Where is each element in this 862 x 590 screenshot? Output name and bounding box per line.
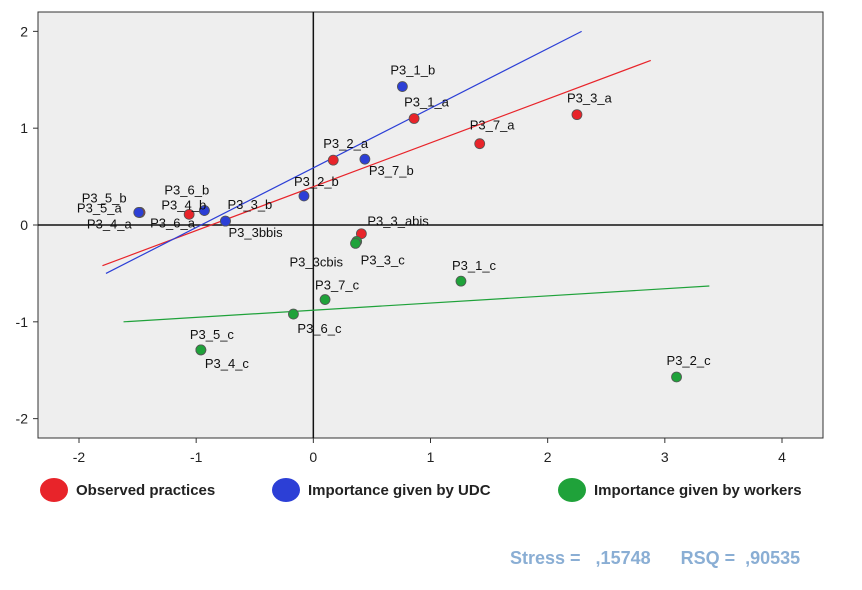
legend-item-udc: Importance given by UDC [272, 478, 491, 502]
legend-label-observed: Observed practices [76, 481, 216, 499]
point-label-p3_4_b: P3_4_b [161, 197, 206, 212]
legend-swatch-workers [558, 478, 586, 502]
fit-line-workers [123, 285, 710, 323]
legend-label-workers: Importance given by workers [594, 481, 802, 499]
point-label-p3_3cbis: P3_3cbis [290, 254, 344, 269]
data-point-p3_7_c [319, 294, 331, 305]
point-label-p3_7_b: P3_7_b [369, 163, 414, 178]
data-point-p3_7_b [359, 153, 371, 165]
data-point-p3_5_b [133, 207, 145, 218]
point-label-p3_4_c: P3_4_c [205, 356, 250, 371]
data-point-p3_2_b [298, 190, 310, 202]
data-point-p3_2_a [327, 154, 339, 166]
point-label-p3_2_b: P3_2_b [294, 174, 339, 189]
point-label-p3_1_c: P3_1_c [452, 258, 497, 273]
data-point-p3_3_a [571, 109, 583, 121]
point-label-p3_7_c: P3_7_c [315, 278, 360, 293]
data-point-p3_1_c [455, 275, 467, 287]
point-label-p3_3bbis: P3_3bbis [228, 225, 283, 240]
point-label-p3_3_c: P3_3_c [361, 252, 406, 267]
x-tick-label: 3 [661, 449, 669, 465]
point-label-p3_6_c: P3_6_c [297, 321, 342, 336]
point-label-p3_2_c: P3_2_c [667, 353, 712, 368]
data-point-p3_6_b [198, 205, 210, 216]
point-label-p3_7_a: P3_7_a [470, 118, 516, 133]
y-tick-label: 2 [20, 23, 28, 39]
fit-line-udc [105, 30, 582, 274]
x-tick-label: 0 [309, 449, 317, 465]
legend-label-udc: Importance given by UDC [308, 481, 491, 499]
data-point-p3_2_c [671, 371, 682, 383]
point-label-p3_6_b: P3_6_b [164, 182, 209, 197]
legend-swatch-observed [40, 478, 68, 502]
scatter-chart: -2 -1 0 1 2 3 4 -2 -1 0 1 2 P3_1_a P3_2_a P3_3_a P3_3_a… [16, 11, 824, 465]
data-point-p3_7_a [474, 138, 486, 150]
data-point-p3_1_a [408, 113, 420, 124]
data-point-p3_6_c [288, 308, 299, 320]
x-tick-label: 1 [427, 449, 435, 465]
y-tick-label: -2 [16, 411, 29, 427]
stress-rsq-annotation: Stress = ,15748 RSQ = ,90535 [510, 548, 801, 568]
y-tick-label: -1 [16, 314, 29, 330]
point-label-p3_3_b: P3_3_b [227, 197, 272, 212]
data-point-p3_3bbis [220, 215, 231, 227]
point-label-p3_6_a: P3_6_a [150, 215, 196, 230]
point-label-p3_3_a: P3_3_a [567, 91, 613, 106]
data-point-p3_6_a [183, 208, 195, 220]
point-label-p3_1_b: P3_1_b [390, 63, 435, 78]
point-label-p3_1_a: P3_1_a [404, 95, 450, 110]
x-tick-label: 2 [544, 449, 552, 465]
x-tick-label: -1 [190, 449, 203, 465]
y-tick-label: 1 [20, 120, 28, 136]
point-label-p3_5_c: P3_5_c [190, 327, 235, 342]
data-point-p3_3_abis [355, 228, 367, 240]
legend-swatch-udc [272, 478, 300, 502]
data-point-p3_5_c [195, 344, 207, 356]
fit-line-observed [102, 59, 651, 267]
point-label-p3_3_abis: P3_3_abis [367, 214, 429, 229]
point-label-p3_2_a: P3_2_a [323, 136, 369, 151]
x-tick-label: -2 [73, 449, 86, 465]
data-point-p3_1_b [396, 81, 408, 92]
point-label-p3_5_b: P3_5_b [82, 190, 127, 205]
y-tick-label: 0 [20, 217, 28, 233]
legend-item-observed: Observed practices [40, 478, 215, 502]
legend-item-workers: Importance given by workers [558, 478, 802, 502]
x-tick-label: 4 [778, 449, 786, 465]
point-label-p3_4_a: P3_4_a [87, 216, 133, 231]
data-point-p3_3cbis [350, 237, 361, 249]
point-label-p3_5_a: P3_5_a [77, 200, 123, 215]
